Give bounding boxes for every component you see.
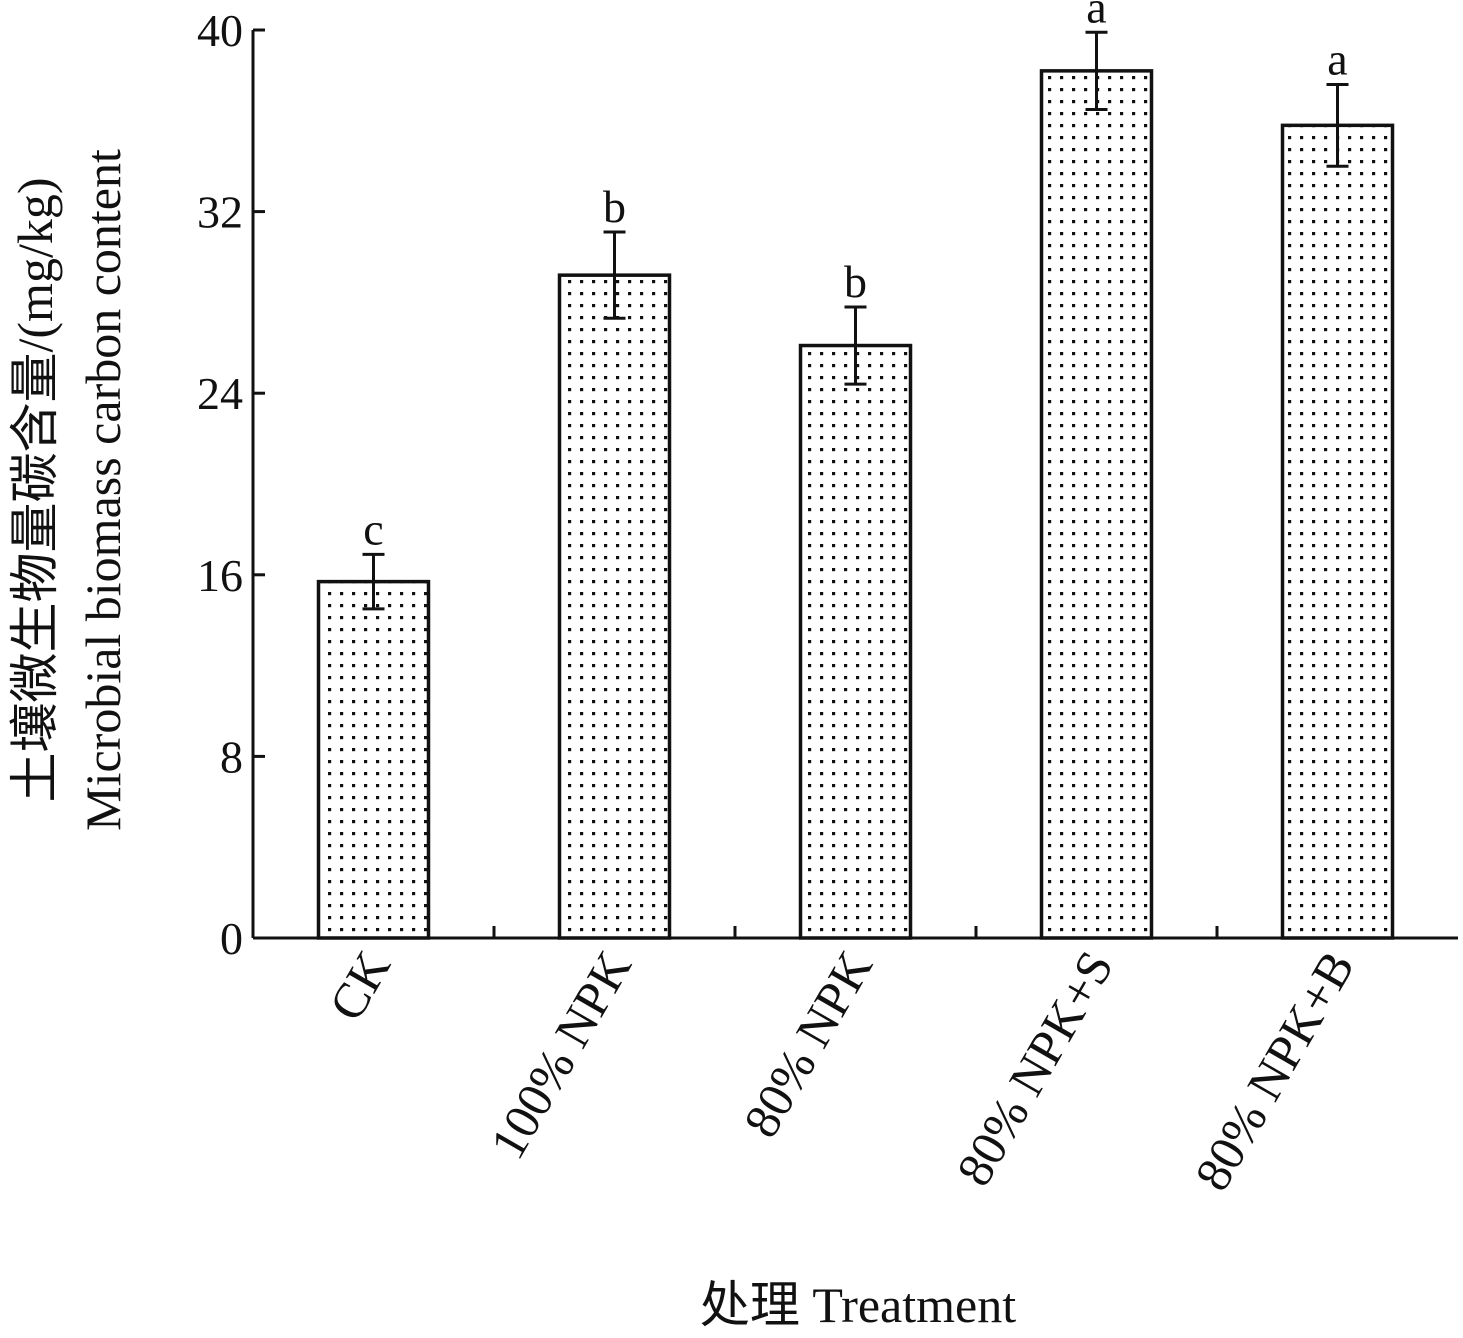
bar-5	[1280, 123, 1395, 940]
y-tick-label: 24	[197, 368, 243, 419]
y-tick-label: 16	[197, 550, 243, 601]
y-tick-label: 32	[197, 187, 243, 238]
x-axis-title: 处理 Treatment	[700, 1277, 1016, 1333]
significance-letter: b	[603, 181, 626, 232]
category-label: CK	[318, 942, 401, 1030]
y-axis-title-line1: 土壤微生物量碳含量/(mg/kg)	[7, 178, 63, 803]
significance-letter: a	[1086, 0, 1106, 32]
category-label: 80% NPK+S	[945, 942, 1124, 1195]
bar-4	[1039, 69, 1154, 940]
significance-letter: b	[844, 256, 867, 307]
category-label: 80% NPK+B	[1184, 942, 1365, 1200]
category-label: 80% NPK	[732, 942, 883, 1147]
category-label: 100% NPK	[479, 942, 642, 1168]
bar-1	[316, 579, 431, 940]
y-axis-title-line2: Microbial biomass carbon content	[75, 149, 131, 831]
bar-2	[557, 273, 672, 940]
bar-3	[798, 343, 913, 940]
significance-letter: a	[1327, 33, 1347, 84]
significance-letter: c	[363, 503, 383, 554]
y-tick-label: 0	[220, 913, 243, 964]
plot-area: 0 8 16 24 32 40 c CK b 100% NPK b 80% NPK a 80% NPK+S…	[197, 0, 1458, 1200]
y-tick-label: 40	[197, 5, 243, 56]
y-tick-label: 8	[220, 731, 243, 782]
